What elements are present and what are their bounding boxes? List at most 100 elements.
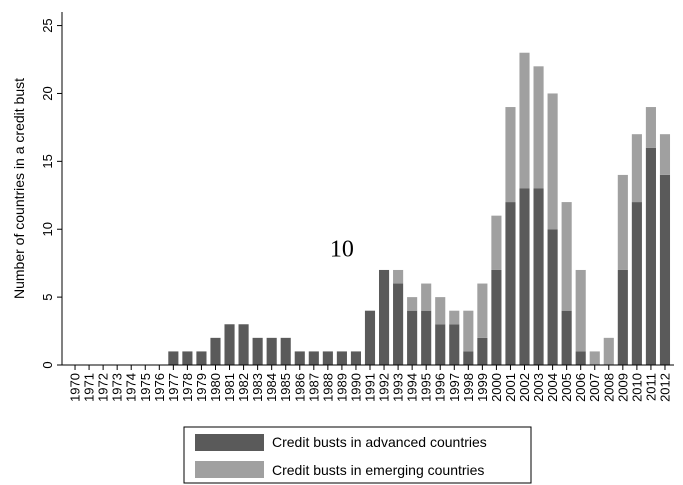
x-tick-label: 2004 [545,373,560,402]
bar-advanced-2012 [659,174,671,365]
x-tick-label: 1980 [208,373,223,402]
bar-emerging-2004 [547,93,558,230]
x-tick-label: 1970 [68,373,83,402]
x-tick-label: 1990 [348,373,363,402]
y-tick-label: 15 [40,154,55,168]
x-tick-label: 2005 [559,373,574,402]
bar-advanced-2002 [519,188,530,365]
x-tick-label: 2000 [489,373,504,402]
x-tick-label: 2011 [643,373,658,401]
plot-area [168,52,671,365]
bar-advanced-2006 [575,351,586,365]
x-tick-label: 1978 [180,373,195,402]
x-tick-label: 1983 [250,373,265,402]
y-tick-label: 25 [40,18,55,32]
bar-advanced-1998 [463,351,474,365]
x-tick-label: 1985 [278,373,293,402]
x-tick-label: 1987 [306,373,321,402]
x-tick-label: 1995 [419,373,434,402]
bar-emerging-2007 [589,351,600,365]
bar-advanced-1996 [435,324,446,365]
bar-advanced-2010 [631,202,642,365]
x-tick-label: 2003 [531,373,546,402]
bar-advanced-1991 [364,310,376,365]
bar-emerging-1997 [449,310,460,325]
bar-advanced-1994 [407,310,418,365]
bar-emerging-1999 [477,283,488,338]
x-tick-label: 1975 [138,373,153,402]
bar-emerging-2001 [505,107,516,203]
bar-emerging-1994 [407,297,418,311]
legend-swatch-emerging [195,461,264,478]
x-tick-label: 1992 [377,373,392,402]
bar-advanced-2000 [491,269,502,365]
x-tick-label: 1979 [194,373,209,402]
x-tick-label: 2002 [517,373,532,402]
bar-emerging-2012 [659,134,671,175]
x-tick-label: 2008 [601,373,616,402]
x-tick-label: 1981 [222,373,237,402]
bar-emerging-2006 [575,269,586,352]
bar-advanced-1990 [350,351,362,365]
bar-advanced-1995 [421,310,432,365]
x-tick-label: 1997 [447,373,462,402]
bar-emerging-1993 [393,269,404,284]
x-tick-label: 1973 [110,373,125,402]
x-tick-label: 1998 [461,373,476,402]
bar-advanced-1999 [477,337,488,365]
bar-advanced-1997 [449,324,460,365]
legend-label-advanced: Credit busts in advanced countries [272,434,487,450]
bar-advanced-1981 [224,324,235,365]
x-tick-label: 1991 [363,373,378,402]
bar-advanced-2003 [533,188,544,365]
y-tick-label: 5 [40,293,55,300]
x-tick-label: 1972 [96,373,111,402]
bar-advanced-2004 [547,229,558,365]
x-tick-label: 1989 [334,373,349,402]
bar-emerging-2008 [603,337,614,365]
x-tick-label: 1996 [433,373,448,402]
x-tick-label: 1993 [391,373,406,402]
bar-advanced-1992 [378,269,390,365]
chart-annotation: 10 [330,236,354,262]
bar-emerging-1996 [435,297,446,325]
bar-advanced-1979 [196,351,207,365]
x-tick-label: 2012 [657,373,672,402]
bar-advanced-1987 [308,351,319,365]
bar-advanced-1977 [168,351,179,365]
bar-advanced-1982 [238,324,249,365]
x-tick-label: 1977 [166,373,181,402]
bar-advanced-1983 [252,337,263,365]
bar-advanced-1986 [294,351,305,365]
legend: Credit busts in advanced countries Credi… [183,426,532,484]
bar-advanced-1980 [210,337,221,365]
bar-emerging-2005 [561,202,572,311]
bar-emerging-2009 [617,174,628,270]
bar-advanced-1978 [182,351,193,365]
bar-emerging-2002 [519,52,530,189]
bar-emerging-1995 [421,283,432,311]
legend-swatch-advanced [195,434,264,451]
x-tick-label: 1984 [264,373,279,402]
bar-advanced-2009 [617,269,628,365]
bar-advanced-1988 [322,351,333,365]
bar-emerging-2003 [533,66,544,189]
x-tick-label: 1982 [236,373,251,402]
x-tick-label: 2010 [629,373,644,402]
x-tick-label: 2006 [573,373,588,402]
y-tick-label: 0 [40,361,55,368]
x-tick-label: 2001 [503,373,518,402]
x-tick-label: 1974 [124,373,139,402]
bar-advanced-2001 [505,202,516,365]
x-tick-label: 1994 [405,373,420,402]
bar-emerging-1998 [463,310,474,352]
y-tick-label: 10 [40,222,55,236]
bar-advanced-1984 [266,337,277,365]
x-tick-label: 1976 [152,373,167,402]
bar-advanced-1989 [336,351,347,365]
bar-advanced-2011 [645,147,656,365]
x-tick-label: 1986 [292,373,307,402]
bar-advanced-1993 [393,283,404,365]
x-tick-label: 1971 [82,373,97,402]
